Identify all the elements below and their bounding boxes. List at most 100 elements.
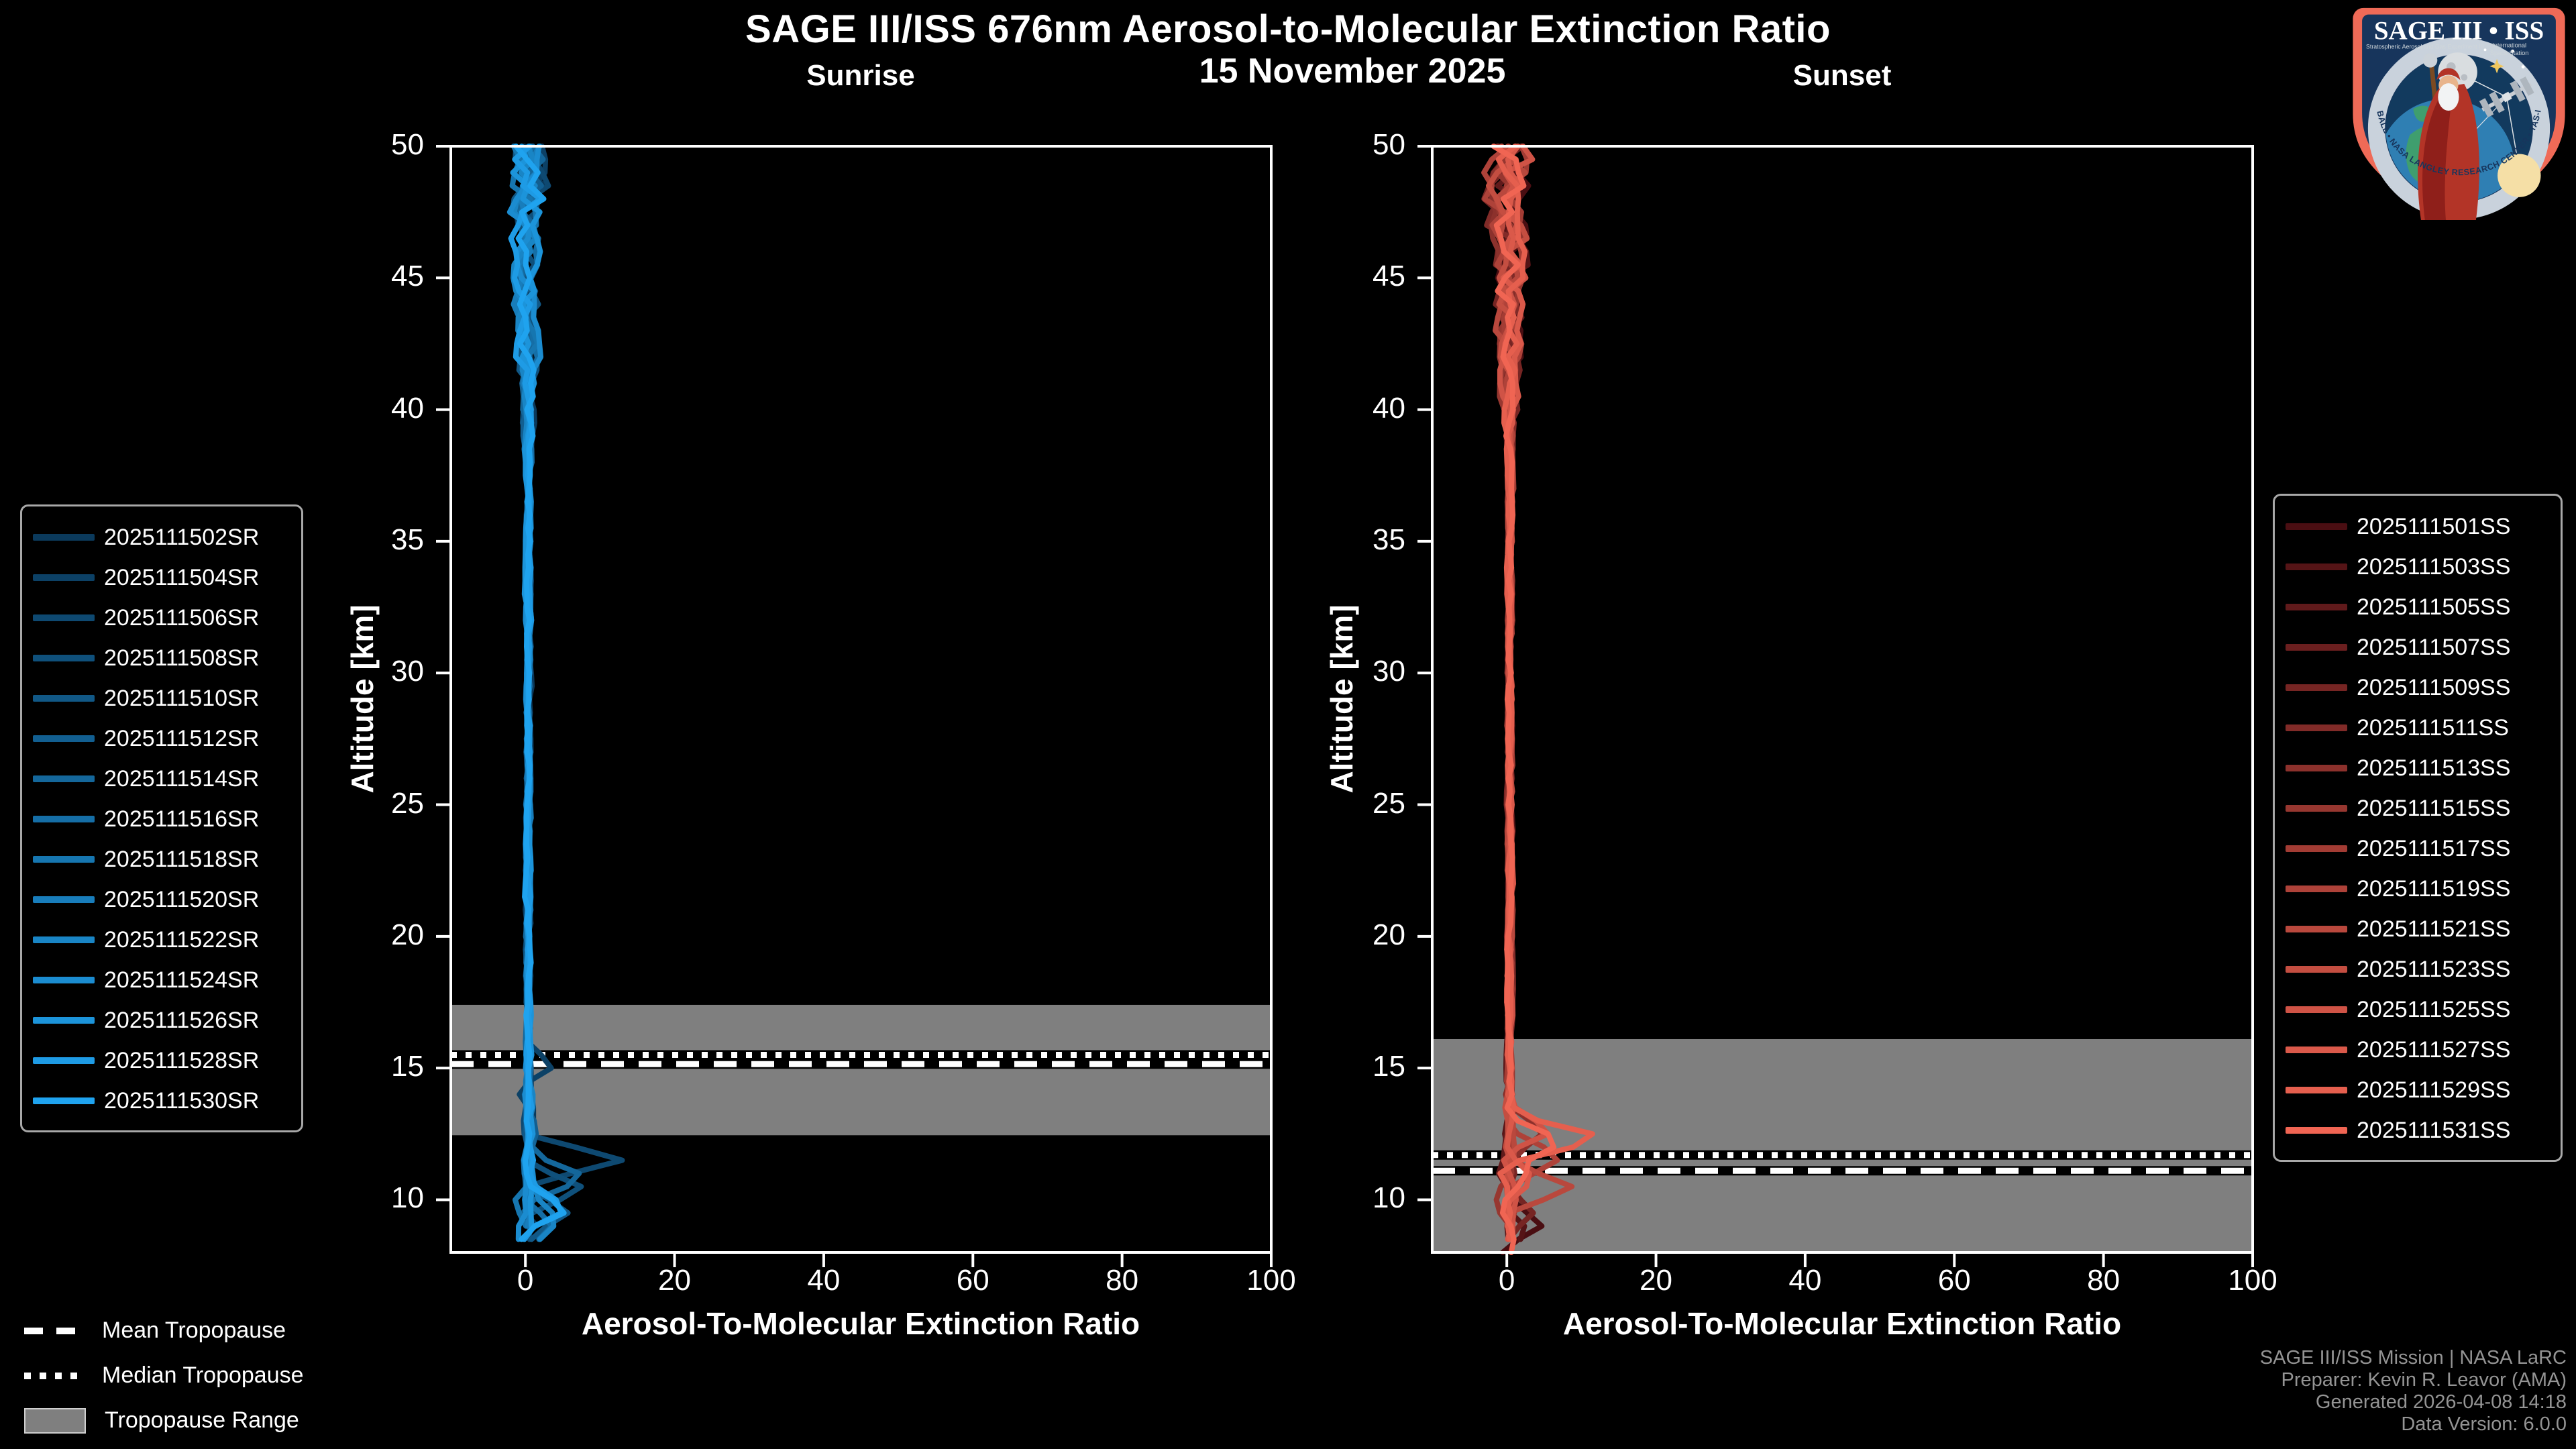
- legend-item: 2025111526SR: [33, 1000, 289, 1040]
- legend-item: 2025111516SR: [33, 799, 289, 839]
- legend-line-swatch: [33, 695, 95, 702]
- tropopause-legend-label: Mean Tropopause: [102, 1318, 286, 1343]
- legend-item: 2025111527SS: [2286, 1030, 2548, 1070]
- legend-event-label: 2025111503SS: [2357, 553, 2511, 580]
- legend-event-label: 2025111527SS: [2357, 1036, 2511, 1063]
- legend-item: 2025111509SS: [2286, 667, 2548, 708]
- x-tick-label: 60: [1937, 1264, 1971, 1297]
- patch-subtitle-right: International: [2492, 42, 2526, 48]
- y-tick-label: 45: [391, 260, 424, 293]
- tropopause-legend-item: Mean Tropopause: [24, 1308, 304, 1353]
- x-tick-label: 60: [956, 1264, 989, 1297]
- attribution-block: SAGE III/ISS Mission | NASA LaRC Prepare…: [2260, 1347, 2567, 1436]
- tropopause-dotted-swatch: [24, 1372, 83, 1379]
- legend-line-swatch: [33, 534, 95, 541]
- iss-icon: [2479, 76, 2534, 117]
- x-tick-label: 40: [807, 1264, 841, 1297]
- page-title: SAGE III/ISS 676nm Aerosol-to-Molecular …: [745, 7, 1831, 51]
- date-subtitle: 15 November 2025: [1199, 52, 1506, 91]
- legend-line-swatch: [2286, 564, 2347, 570]
- profile-line-2025111530SR: [513, 144, 567, 1242]
- legend-item: 2025111503SS: [2286, 547, 2548, 587]
- y-tick-label: 35: [391, 523, 424, 556]
- legend-item: 2025111508SR: [33, 638, 289, 678]
- stars: [2483, 48, 2525, 74]
- legend-line-swatch: [2286, 604, 2347, 610]
- attribution-line: SAGE III/ISS Mission | NASA LaRC: [2259, 1347, 2567, 1368]
- legend-event-label: 2025111529SS: [2357, 1077, 2511, 1103]
- tropopause-legend-item: Median Tropopause: [24, 1353, 304, 1398]
- sunset-x-axis-label: Aerosol-To-Molecular Extinction Ratio: [1562, 1306, 2122, 1341]
- y-tick-label: 45: [1373, 260, 1405, 293]
- sunrise-plot-area: [436, 144, 1273, 1267]
- legend-line-swatch: [2286, 1046, 2347, 1053]
- y-tick-label: 25: [391, 786, 424, 820]
- y-tick-label: 50: [1373, 128, 1405, 161]
- legend-line-swatch: [33, 655, 95, 661]
- tropopause-legend-label: Median Tropopause: [102, 1362, 304, 1388]
- legend-event-label: 2025111526SR: [104, 1007, 260, 1033]
- legend-item: 2025111529SS: [2286, 1070, 2548, 1110]
- legend-event-label: 2025111515SS: [2357, 795, 2511, 821]
- legend-line-swatch: [33, 856, 95, 863]
- legend-event-label: 2025111516SR: [104, 806, 260, 832]
- legend-event-label: 2025111523SS: [2357, 956, 2511, 982]
- sun: [2498, 154, 2541, 197]
- legend-event-label: 2025111524SR: [104, 967, 260, 993]
- y-tick-label: 15: [1373, 1050, 1405, 1083]
- y-tick-label: 20: [391, 918, 424, 951]
- tropopause-band-swatch: [24, 1407, 86, 1434]
- patch-title: SAGE III • ISS: [2374, 17, 2544, 46]
- sunset-y-axis-label: Altitude [km]: [1324, 604, 1359, 794]
- legend-item: 2025111504SR: [33, 557, 289, 598]
- legend-line-swatch: [2286, 1087, 2347, 1093]
- legend-line-swatch: [2286, 926, 2347, 932]
- legend-line-swatch: [33, 816, 95, 822]
- legend-line-swatch: [33, 1057, 95, 1064]
- tropopause-legend-item: Tropopause Range: [24, 1398, 304, 1443]
- legend-item: 2025111528SR: [33, 1040, 289, 1081]
- legend-event-label: 2025111530SR: [104, 1087, 260, 1114]
- legend-item: 2025111511SS: [2286, 708, 2548, 748]
- legend-line-swatch: [2286, 644, 2347, 651]
- tropopause-legend: Mean Tropopause Median Tropopause Tropopau…: [24, 1308, 304, 1443]
- legend-item: 2025111521SS: [2286, 909, 2548, 949]
- legend-item: 2025111505SS: [2286, 587, 2548, 627]
- legend-item: 2025111501SS: [2286, 506, 2548, 547]
- sunrise-x-axis-label: Aerosol-To-Molecular Extinction Ratio: [581, 1306, 1140, 1341]
- legend-line-swatch: [33, 896, 95, 903]
- attribution-line: Preparer: Kevin R. Leavor (AMA): [2281, 1369, 2567, 1391]
- legend-item: 2025111524SR: [33, 960, 289, 1000]
- legend-item: 2025111530SR: [33, 1081, 289, 1121]
- y-tick-label: 20: [1373, 918, 1405, 951]
- sunset-plot-area: [1417, 144, 2254, 1267]
- legend-event-label: 2025111525SS: [2357, 996, 2511, 1022]
- legend-event-label: 2025111531SS: [2357, 1117, 2511, 1143]
- attribution-line: Data Version: 6.0.0: [2401, 1413, 2567, 1435]
- tropopause-range-band: [451, 1004, 1271, 1136]
- sage-figure: [2418, 53, 2479, 220]
- x-tick-label: 20: [1640, 1264, 1672, 1297]
- moon-crater: [2461, 74, 2468, 81]
- y-tick-label: 25: [1373, 786, 1405, 820]
- legend-event-label: 2025111521SS: [2357, 916, 2511, 942]
- x-tick-label: 0: [517, 1264, 534, 1297]
- legend-item: 2025111518SR: [33, 839, 289, 879]
- legend-event-label: 2025111522SR: [104, 926, 260, 953]
- legend-item: 2025111515SS: [2286, 788, 2548, 828]
- y-tick-label: 40: [1373, 391, 1405, 425]
- legend-item: 2025111506SR: [33, 598, 289, 638]
- legend-line-swatch: [2286, 684, 2347, 691]
- sunrise-legend: 2025111502SR 2025111504SR 2025111506SR 2025…: [20, 504, 303, 1132]
- patch-subtitle-left: Stratospheric Aerosol and Gas Experiment…: [2366, 43, 2483, 50]
- legend-line-swatch: [33, 735, 95, 742]
- y-tick-label: 15: [391, 1050, 424, 1083]
- x-tick-label: 40: [1788, 1264, 1822, 1297]
- legend-line-swatch: [2286, 1127, 2347, 1134]
- legend-item: 2025111507SS: [2286, 627, 2548, 667]
- x-tick-label: 0: [1498, 1264, 1515, 1297]
- x-tick-label: 100: [1246, 1264, 1296, 1297]
- legend-line-swatch: [2286, 885, 2347, 892]
- legend-item: 2025111523SS: [2286, 949, 2548, 989]
- legend-item: 2025111520SR: [33, 879, 289, 920]
